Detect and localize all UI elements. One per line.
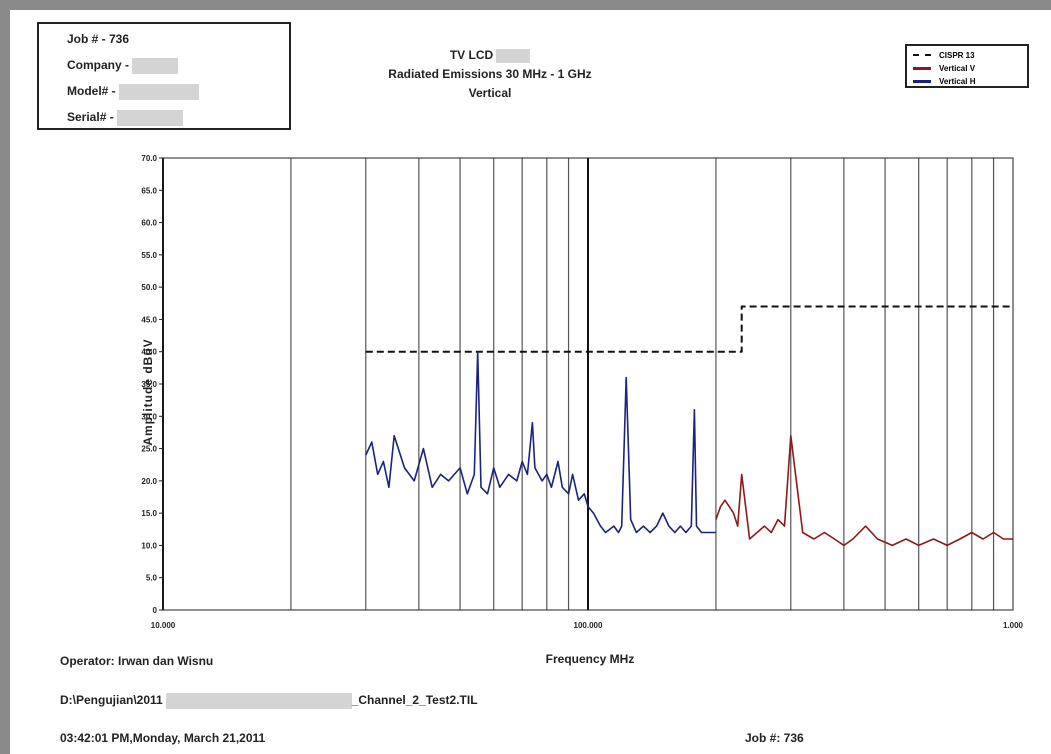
legend-item-vertical-v: Vertical V: [913, 62, 975, 74]
redacted-company: [132, 58, 179, 74]
serial-field: Serial# -: [67, 110, 183, 126]
y-tick-label: 30.0: [141, 412, 157, 421]
y-tick-label: 50.0: [141, 283, 157, 292]
file-path: D:\Pengujian\2011 _Channel_2_Test2.TIL: [60, 693, 478, 709]
job-number: Job # - 736: [67, 32, 130, 46]
y-tick-label: 5.0: [146, 574, 158, 583]
timestamp: 03:42:01 PM,Monday, March 21,2011: [60, 731, 266, 745]
file-path-suffix: _Channel_2_Test2.TIL: [351, 693, 478, 708]
chart-title: TV LCD Radiated Emissions 30 MHz - 1 GHz…: [380, 46, 600, 103]
title-line-1: TV LCD: [380, 46, 600, 65]
y-tick-label: 15.0: [141, 509, 157, 518]
model-label: Model# -: [67, 84, 116, 99]
grid-lines: [162, 158, 995, 610]
x-axis-label: Frequency MHz: [545, 652, 635, 666]
legend: CISPR 13 Vertical V Vertical H: [905, 44, 1029, 88]
test-info-box: Job # - 736 Company - Model# - Serial# -: [37, 22, 291, 130]
legend-swatch-vertical-h: [913, 79, 931, 83]
redacted-product: [496, 48, 531, 63]
x-tick-label: 100.000: [574, 621, 603, 630]
legend-swatch-limit: [913, 54, 931, 56]
y-tick-label: 65.0: [141, 186, 157, 195]
title-line-3: Vertical: [468, 86, 512, 100]
legend-item-limit: CISPR 13: [913, 49, 975, 61]
series-line-limit: [365, 305, 1013, 353]
y-tick-label: 0: [153, 606, 158, 615]
model-field: Model# -: [67, 84, 199, 100]
file-path-prefix: D:\Pengujian\2011: [60, 693, 163, 708]
y-tick-label: 70.0: [141, 154, 157, 163]
title-line-2: Radiated Emissions 30 MHz - 1 GHz: [388, 67, 592, 81]
y-tick-label: 10.0: [141, 541, 157, 550]
series-line-vertical-v: [715, 434, 1013, 547]
series-lines: [365, 305, 1013, 547]
title-product: TV LCD: [449, 48, 494, 62]
axis-ticks: 0 5.0 10.0 15.0 20.0 25.0 30.0 35.0 40.0 45.0 50.0…: [141, 154, 1023, 630]
y-tick-label: 25.0: [141, 445, 157, 454]
redacted-serial: [116, 110, 183, 126]
y-tick-label: 55.0: [141, 251, 157, 260]
legend-item-vertical-h: Vertical H: [913, 75, 975, 87]
serial-label: Serial# -: [67, 110, 114, 125]
plot-border: [162, 157, 1014, 611]
company-field: Company -: [67, 58, 179, 74]
y-tick-label: 35.0: [141, 380, 157, 389]
y-tick-label: 60.0: [141, 219, 157, 228]
y-axis-label: Amplitude dBuV: [141, 338, 155, 446]
redacted-model: [118, 84, 199, 100]
y-tick-label: 40.0: [141, 348, 157, 357]
redacted-path: [165, 693, 352, 709]
y-tick-label: 45.0: [141, 315, 157, 324]
legend-label-vertical-v: Vertical V: [939, 63, 976, 73]
x-tick-label: 10.000: [151, 621, 176, 630]
series-line-vertical-h: [365, 350, 716, 534]
legend-label-limit: CISPR 13: [939, 50, 975, 60]
legend-swatch-vertical-v: [913, 66, 931, 70]
y-tick-label: 20.0: [141, 477, 157, 486]
operator-text: Operator: Irwan dan Wisnu: [60, 654, 214, 668]
company-label: Company -: [67, 58, 130, 73]
x-tick-label: 1.000: [1003, 621, 1024, 630]
footer-job-number: Job #: 736: [745, 731, 804, 745]
legend-label-vertical-h: Vertical H: [939, 76, 976, 86]
